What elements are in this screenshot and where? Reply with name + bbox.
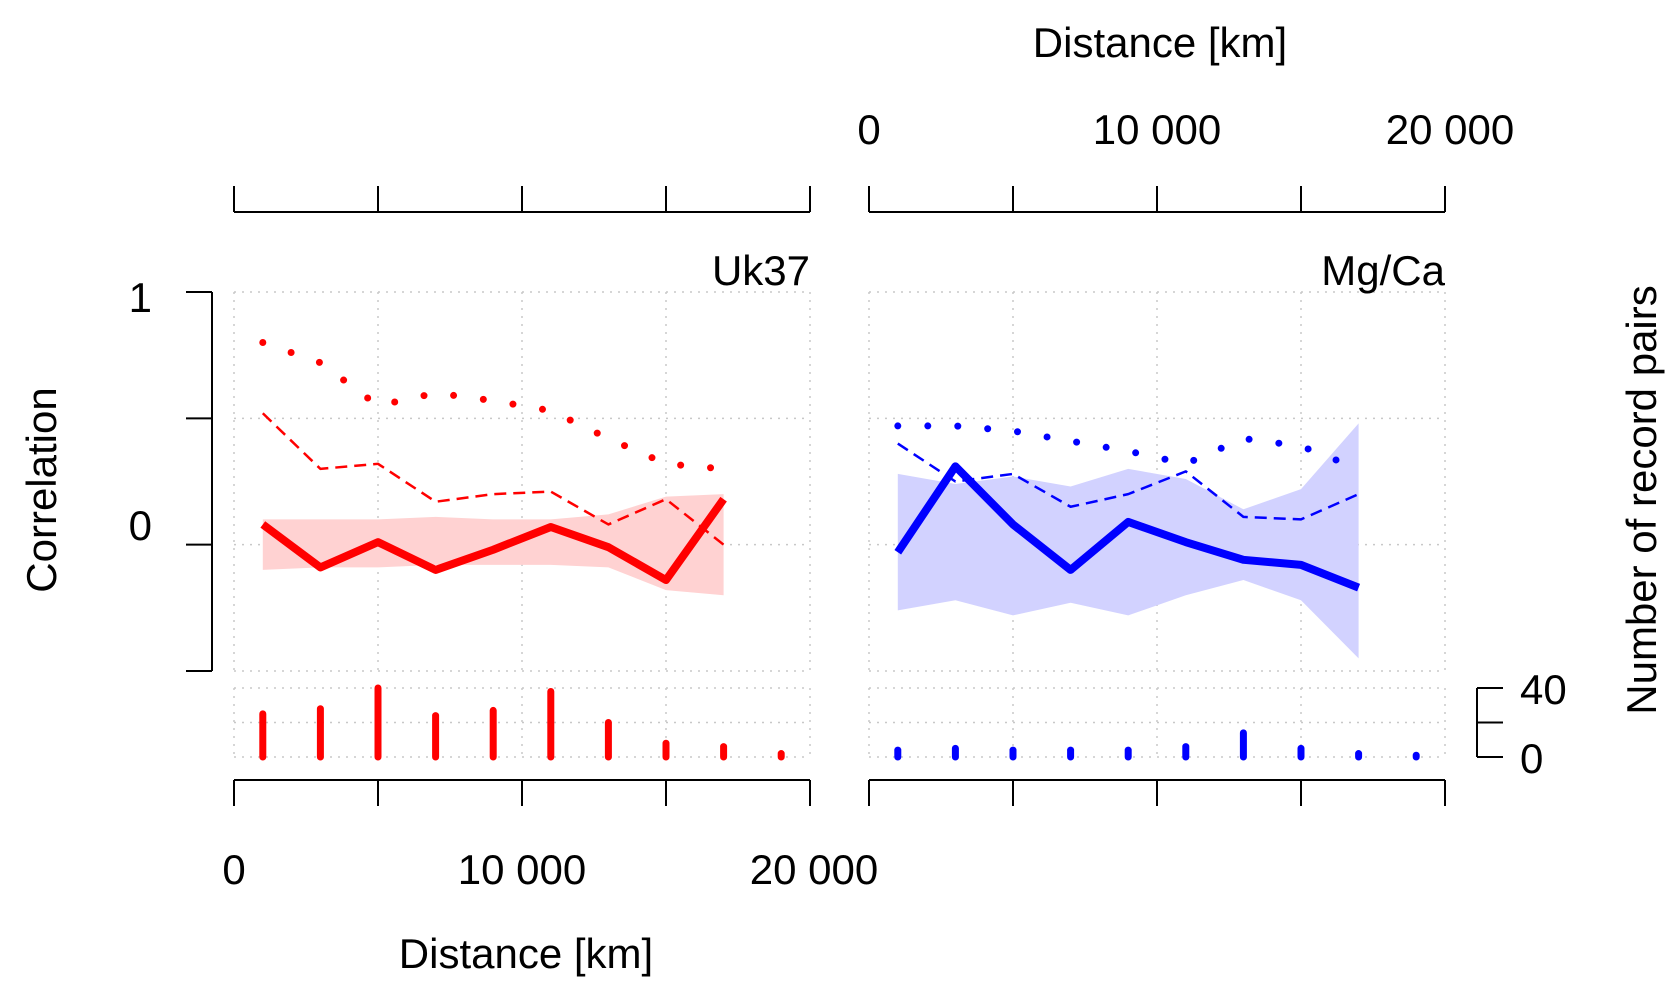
bottom-x-tick-label-20000: 20 000 [750, 846, 878, 893]
count-tick-label-0: 0 [1520, 735, 1543, 782]
panel-title-uk37: Uk37 [712, 247, 810, 294]
confidence-band-mgca [897, 423, 1359, 659]
y-tick-label-1: 1 [129, 274, 152, 321]
bottom-x-tick-label-0: 0 [222, 846, 245, 893]
x-axis-title-bottom: Distance [km] [399, 930, 653, 977]
record-count-layer [259, 684, 1420, 761]
series-line-layer [259, 339, 1363, 592]
series-dashed-mgca [897, 442, 1360, 521]
axes-layer [186, 186, 1503, 806]
top-x-tick-label-20000: 20 000 [1386, 106, 1514, 153]
series-solid-uk37 [260, 496, 727, 585]
top-x-tick-label-0: 0 [857, 106, 880, 153]
count-axis-title: Number of record pairs [1618, 285, 1665, 715]
series-solid-mgca [894, 462, 1361, 592]
series-dotted-mgca [894, 422, 1363, 473]
x-axis-title-top: Distance [km] [1033, 19, 1287, 66]
y-axis-title: Correlation [18, 387, 65, 592]
bottom-x-tick-label-10000: 10 000 [458, 846, 586, 893]
panel-title-mgca: Mg/Ca [1321, 247, 1445, 294]
y-tick-label-0: 0 [129, 502, 152, 549]
count-tick-label-40: 40 [1520, 666, 1567, 713]
confidence-band-layer [262, 423, 1359, 659]
series-dashed-uk37 [261, 412, 725, 546]
top-x-tick-label-10000: 10 000 [1093, 106, 1221, 153]
confidence-band-uk37 [262, 494, 724, 596]
series-dotted-uk37 [259, 339, 728, 473]
